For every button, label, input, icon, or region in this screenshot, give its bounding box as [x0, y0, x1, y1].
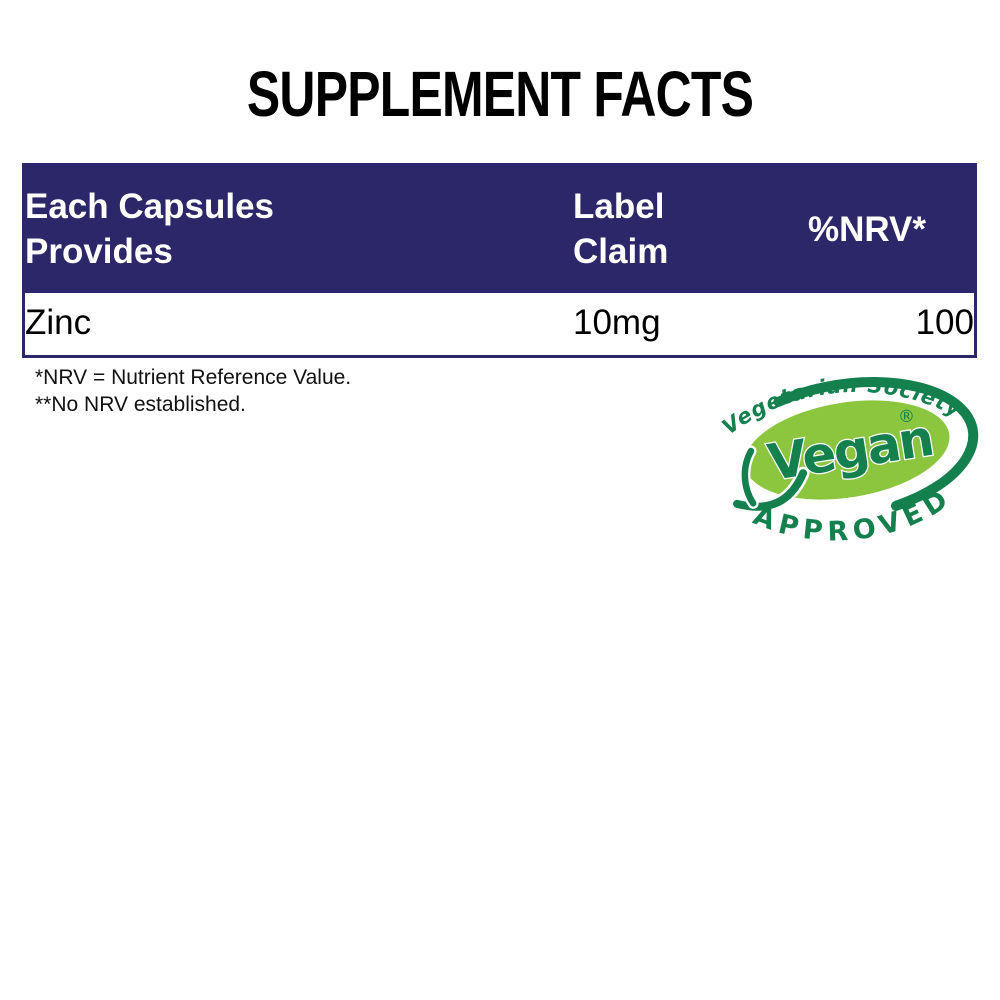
footnote-no-nrv: **No NRV established. — [35, 392, 246, 416]
nutrient-name-cell: Zinc — [23, 293, 573, 357]
page-title: SUPPLEMENT FACTS — [246, 58, 754, 130]
header-cell-each-capsules-provides: Each Capsules Provides — [23, 164, 573, 293]
header-cell-nrv: %NRV* — [808, 164, 976, 293]
header-label: Each Capsules Provides — [25, 186, 274, 271]
nrv-value-cell: 100 — [808, 293, 976, 357]
footnotes: *NRV = Nutrient Reference Value. **No NR… — [35, 365, 351, 419]
header-cell-label-claim: Label Claim — [573, 164, 808, 293]
footnote-nrv-definition: *NRV = Nutrient Reference Value. — [35, 366, 352, 389]
label-claim-cell: 10mg — [573, 293, 808, 357]
badge-orbit-swoosh — [773, 377, 979, 511]
table-row: Zinc 10mg 100 — [23, 293, 976, 357]
badge-crescent — [741, 447, 757, 507]
vegan-approved-badge: Vegan ® Vegetarian Society APPROVED — [718, 373, 979, 548]
registered-trademark-icon: ® — [898, 407, 915, 427]
supplement-facts-table: Each Capsules Provides Label Claim %NRV*… — [22, 163, 977, 358]
table-header: Each Capsules Provides Label Claim %NRV* — [23, 164, 976, 293]
header-label: Label Claim — [573, 186, 669, 271]
badge-v-swash — [733, 469, 808, 511]
header-label: %NRV* — [808, 209, 927, 249]
